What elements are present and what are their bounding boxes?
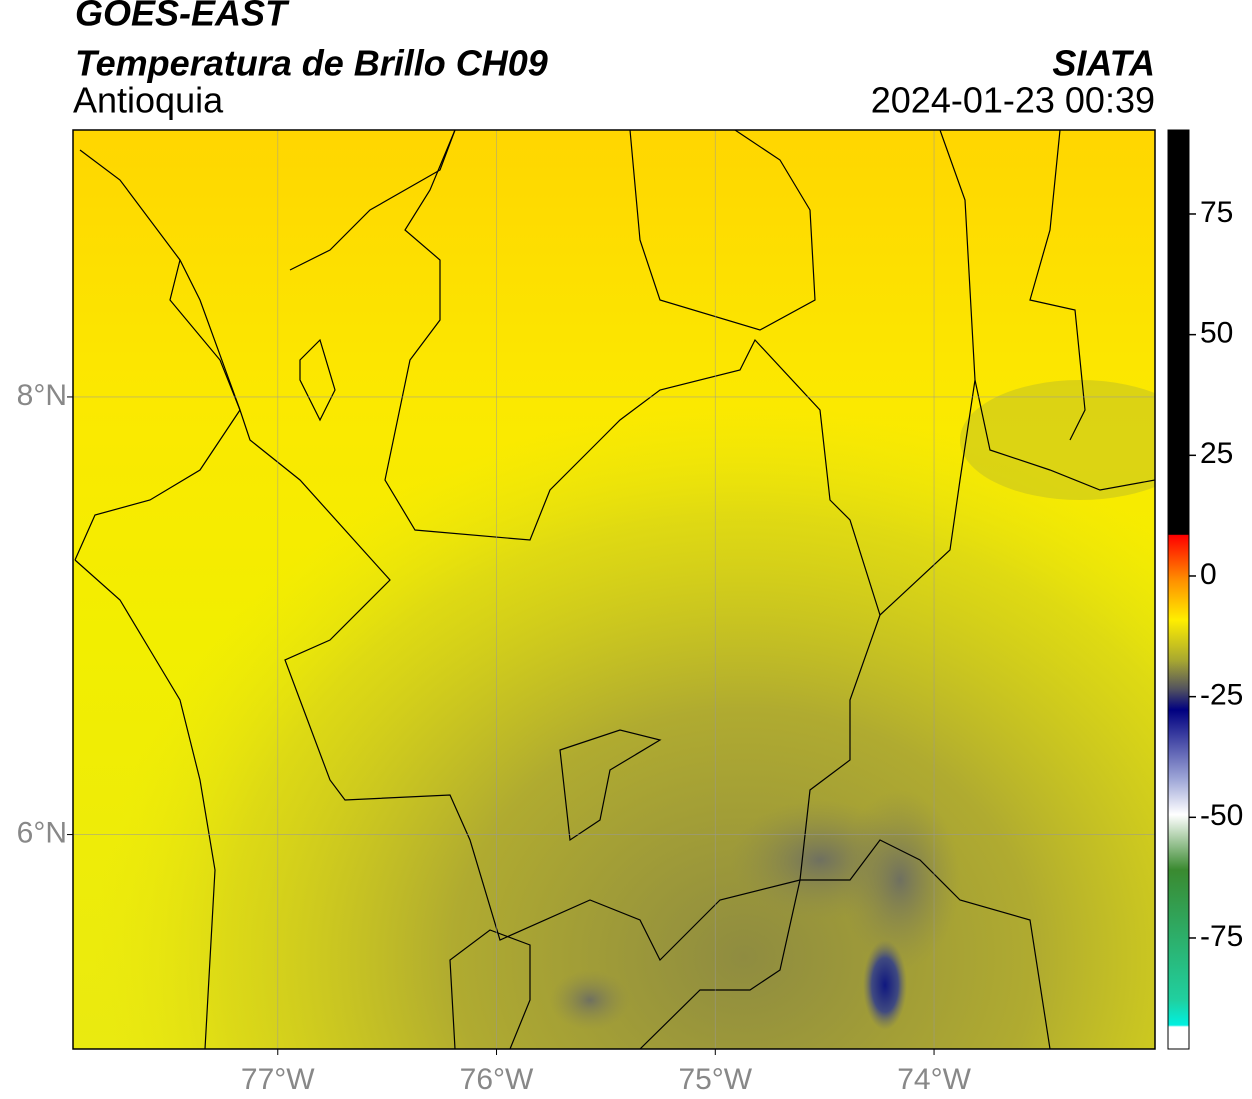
- x-tick-label: 75°W: [678, 1063, 752, 1096]
- map-frame: [72, 129, 1156, 1050]
- map-image: [73, 130, 1155, 1049]
- colorbar: [1167, 129, 1190, 1050]
- colorbar-tick-label: 50: [1200, 317, 1233, 350]
- title: GOES-EAST: [75, 0, 290, 34]
- source: SIATA: [1052, 43, 1155, 84]
- colorbar-tick-label: -50: [1200, 799, 1243, 832]
- region: Antioquia: [73, 80, 224, 121]
- colorbar-tick-label: -75: [1200, 920, 1243, 953]
- y-tick-label: 8°N: [17, 379, 67, 412]
- cloud-field: [960, 380, 1155, 500]
- datetime: 2024-01-23 00:39: [871, 80, 1155, 121]
- cloud-field: [73, 130, 1155, 1049]
- x-tick-label: 76°W: [460, 1063, 534, 1096]
- grid: [67, 130, 1155, 1055]
- cloud-field: [550, 970, 630, 1030]
- x-tick-label: 77°W: [241, 1063, 315, 1096]
- subtitle: Temperatura de Brillo CH09: [75, 43, 548, 84]
- boundaries: [74, 130, 1155, 1049]
- y-tick-label: 6°N: [17, 816, 67, 849]
- colorbar-tick-label: 75: [1200, 196, 1233, 229]
- colorbar-tick-label: 0: [1200, 558, 1217, 591]
- colorbar-ticks: 75 50 25 0 -25 -50 -75: [1189, 196, 1243, 953]
- colorbar-tick-label: -25: [1200, 679, 1243, 712]
- cold-core: [863, 940, 907, 1030]
- x-tick-label: 74°W: [897, 1063, 971, 1096]
- cloud-field: [840, 790, 960, 970]
- colorbar-tick-label: 25: [1200, 437, 1233, 470]
